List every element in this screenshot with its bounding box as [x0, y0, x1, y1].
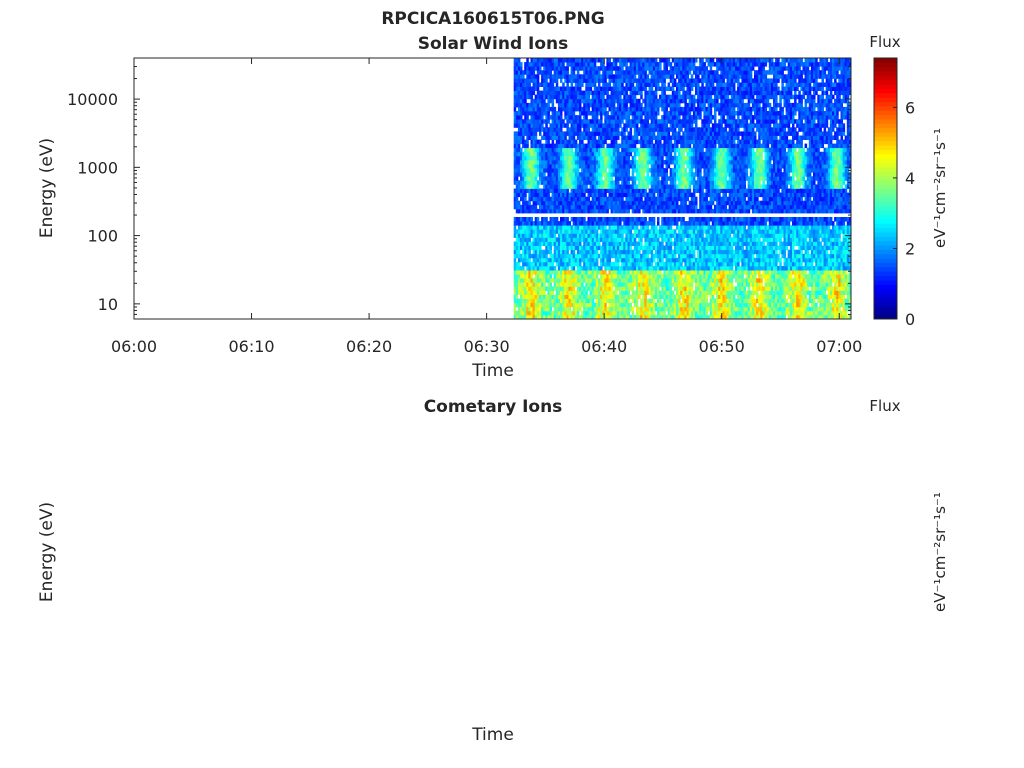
x-tick-label: 07:00 — [816, 337, 862, 356]
plot-axes: 06:00 06:10 06:20 06:30 06:40 06:50 07:00 10 100… — [67, 57, 862, 356]
x-tick-label: 06:10 — [228, 337, 274, 356]
colorbar-tick-label: 0 — [905, 310, 915, 329]
x-tick-label: 06:40 — [581, 337, 627, 356]
y-tick-label: 10000 — [67, 90, 118, 109]
colorbar-unit-label: eV⁻¹cm⁻²sr⁻¹s⁻¹ — [931, 128, 949, 248]
colorbar-title: Flux — [869, 33, 900, 51]
heatmap-cells — [513, 58, 852, 320]
figure-title: RPCICA160615T06.PNG — [381, 9, 604, 29]
colorbar-tick-label: 6 — [905, 98, 915, 117]
y-tick-label: 100 — [87, 227, 118, 246]
colorbar-unit-label: eV⁻¹cm⁻²sr⁻¹s⁻¹ — [931, 492, 949, 612]
colorbar-tick-label: 2 — [905, 239, 915, 258]
panel-title: Solar Wind Ions — [418, 34, 569, 54]
x-axis-label: Time — [471, 361, 514, 381]
panel-cometary: Cometary Ions Energy (eV) Time Flux eV⁻¹… — [37, 397, 949, 745]
y-tick-label: 1000 — [77, 158, 118, 177]
colorbar-title: Flux — [869, 397, 900, 415]
y-axis-label: Energy (eV) — [37, 138, 57, 238]
x-tick-label: 06:30 — [464, 337, 510, 356]
panel-solar-wind: Solar Wind Ions 06:00 06:10 06:20 06:30 06:4… — [37, 33, 949, 381]
x-axis-label: Time — [471, 725, 514, 745]
x-tick-label: 06:00 — [111, 337, 157, 356]
colorbar-tick-label: 4 — [905, 169, 915, 188]
colorbar: 0 2 4 6 — [873, 57, 915, 329]
panel-title: Cometary Ions — [424, 397, 563, 417]
x-tick-label: 06:50 — [699, 337, 745, 356]
y-axis-label: Energy (eV) — [37, 502, 57, 602]
y-tick-label: 10 — [98, 295, 118, 314]
x-tick-label: 06:20 — [346, 337, 392, 356]
